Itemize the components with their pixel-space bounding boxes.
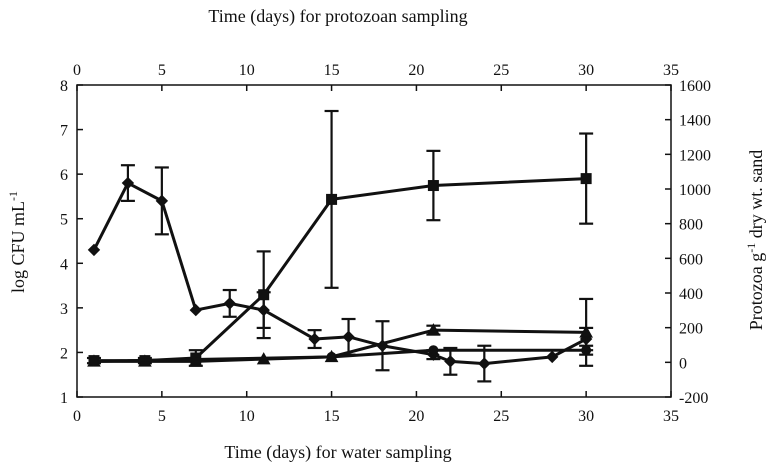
point-diamond <box>342 330 355 344</box>
left-tick-label: 3 <box>60 301 68 318</box>
point-circle <box>326 351 337 362</box>
left-tick-label: 1 <box>60 390 68 407</box>
top-tick-label: 0 <box>73 62 81 79</box>
top-tick-label: 20 <box>408 62 424 79</box>
point-diamond <box>87 243 101 257</box>
series-line-diamond <box>92 181 587 366</box>
point-diamond <box>223 297 236 310</box>
left-tick-label: 5 <box>60 212 68 229</box>
point-diamond <box>121 176 135 190</box>
point-circle <box>88 356 99 367</box>
right-tick-label: 1600 <box>679 78 711 95</box>
left-axis-label-sup: -1 <box>6 191 20 201</box>
left-tick-label: 4 <box>60 256 68 273</box>
left-tick-label: 7 <box>60 123 68 140</box>
series-line-square <box>93 177 587 363</box>
top-tick-label: 25 <box>493 62 509 79</box>
right-tick-label: 400 <box>679 286 703 303</box>
data-layer <box>86 109 594 383</box>
bottom-axis-label: Time (days) for water sampling <box>224 442 451 463</box>
right-axis-label-main: Protozoa g <box>746 253 766 330</box>
right-tick-label: 1000 <box>679 182 711 199</box>
point-circle <box>581 345 592 356</box>
point-diamond <box>444 355 457 368</box>
top-tick-label: 10 <box>239 62 255 79</box>
top-tick-label: 30 <box>578 62 594 79</box>
left-axis-label: log CFU mL-1 <box>6 191 28 293</box>
bottom-tick-label: 20 <box>408 408 424 425</box>
top-tick-label: 15 <box>324 62 340 79</box>
right-tick-label: 0 <box>679 355 687 372</box>
right-axis-label-rest: dry wt. sand <box>746 150 766 243</box>
point-circle <box>428 345 439 356</box>
point-square <box>258 289 270 301</box>
right-tick-label: 1200 <box>679 147 711 164</box>
bottom-tick-label: 10 <box>239 408 255 425</box>
plot-frame <box>76 84 672 398</box>
point-diamond <box>308 332 321 346</box>
bottom-tick-label: 35 <box>663 408 679 425</box>
right-tick-label: 200 <box>679 321 703 338</box>
right-tick-label: 600 <box>679 251 703 268</box>
right-axis-label-sup: -1 <box>744 243 758 253</box>
point-square <box>580 173 592 185</box>
point-square <box>326 193 338 205</box>
series-line-circle <box>93 348 587 363</box>
left-axis-label-main: log CFU mL <box>8 201 28 293</box>
point-diamond <box>478 357 491 370</box>
right-axis-label: Protozoa g-1 dry wt. sand <box>744 150 766 330</box>
top-axis-label: Time (days) for protozoan sampling <box>208 6 467 27</box>
bottom-tick-label: 30 <box>578 408 594 425</box>
point-triangle <box>426 323 441 336</box>
bottom-tick-label: 5 <box>158 408 166 425</box>
left-tick-label: 2 <box>60 345 68 362</box>
right-tick-label: -200 <box>679 390 708 407</box>
point-square <box>427 180 439 192</box>
series-square <box>86 109 594 367</box>
series-circle <box>88 344 594 367</box>
bottom-tick-label: 25 <box>493 408 509 425</box>
top-tick-label: 35 <box>663 62 679 79</box>
point-diamond <box>189 303 203 317</box>
left-tick-label: 6 <box>60 167 68 184</box>
top-tick-label: 5 <box>158 62 166 79</box>
left-tick-label: 8 <box>60 78 68 95</box>
point-triangle <box>579 325 593 338</box>
bottom-tick-label: 0 <box>73 408 81 425</box>
right-tick-label: 800 <box>679 217 703 234</box>
right-tick-label: 1400 <box>679 113 711 130</box>
bottom-tick-label: 15 <box>324 408 340 425</box>
point-diamond <box>545 350 559 364</box>
point-diamond <box>155 194 169 208</box>
axes-layer: 0 5 10 15 20 25 30 35 0 5 10 15 20 25 30 35 1 2 3 4 5 6 7 8 -200… <box>60 62 711 425</box>
